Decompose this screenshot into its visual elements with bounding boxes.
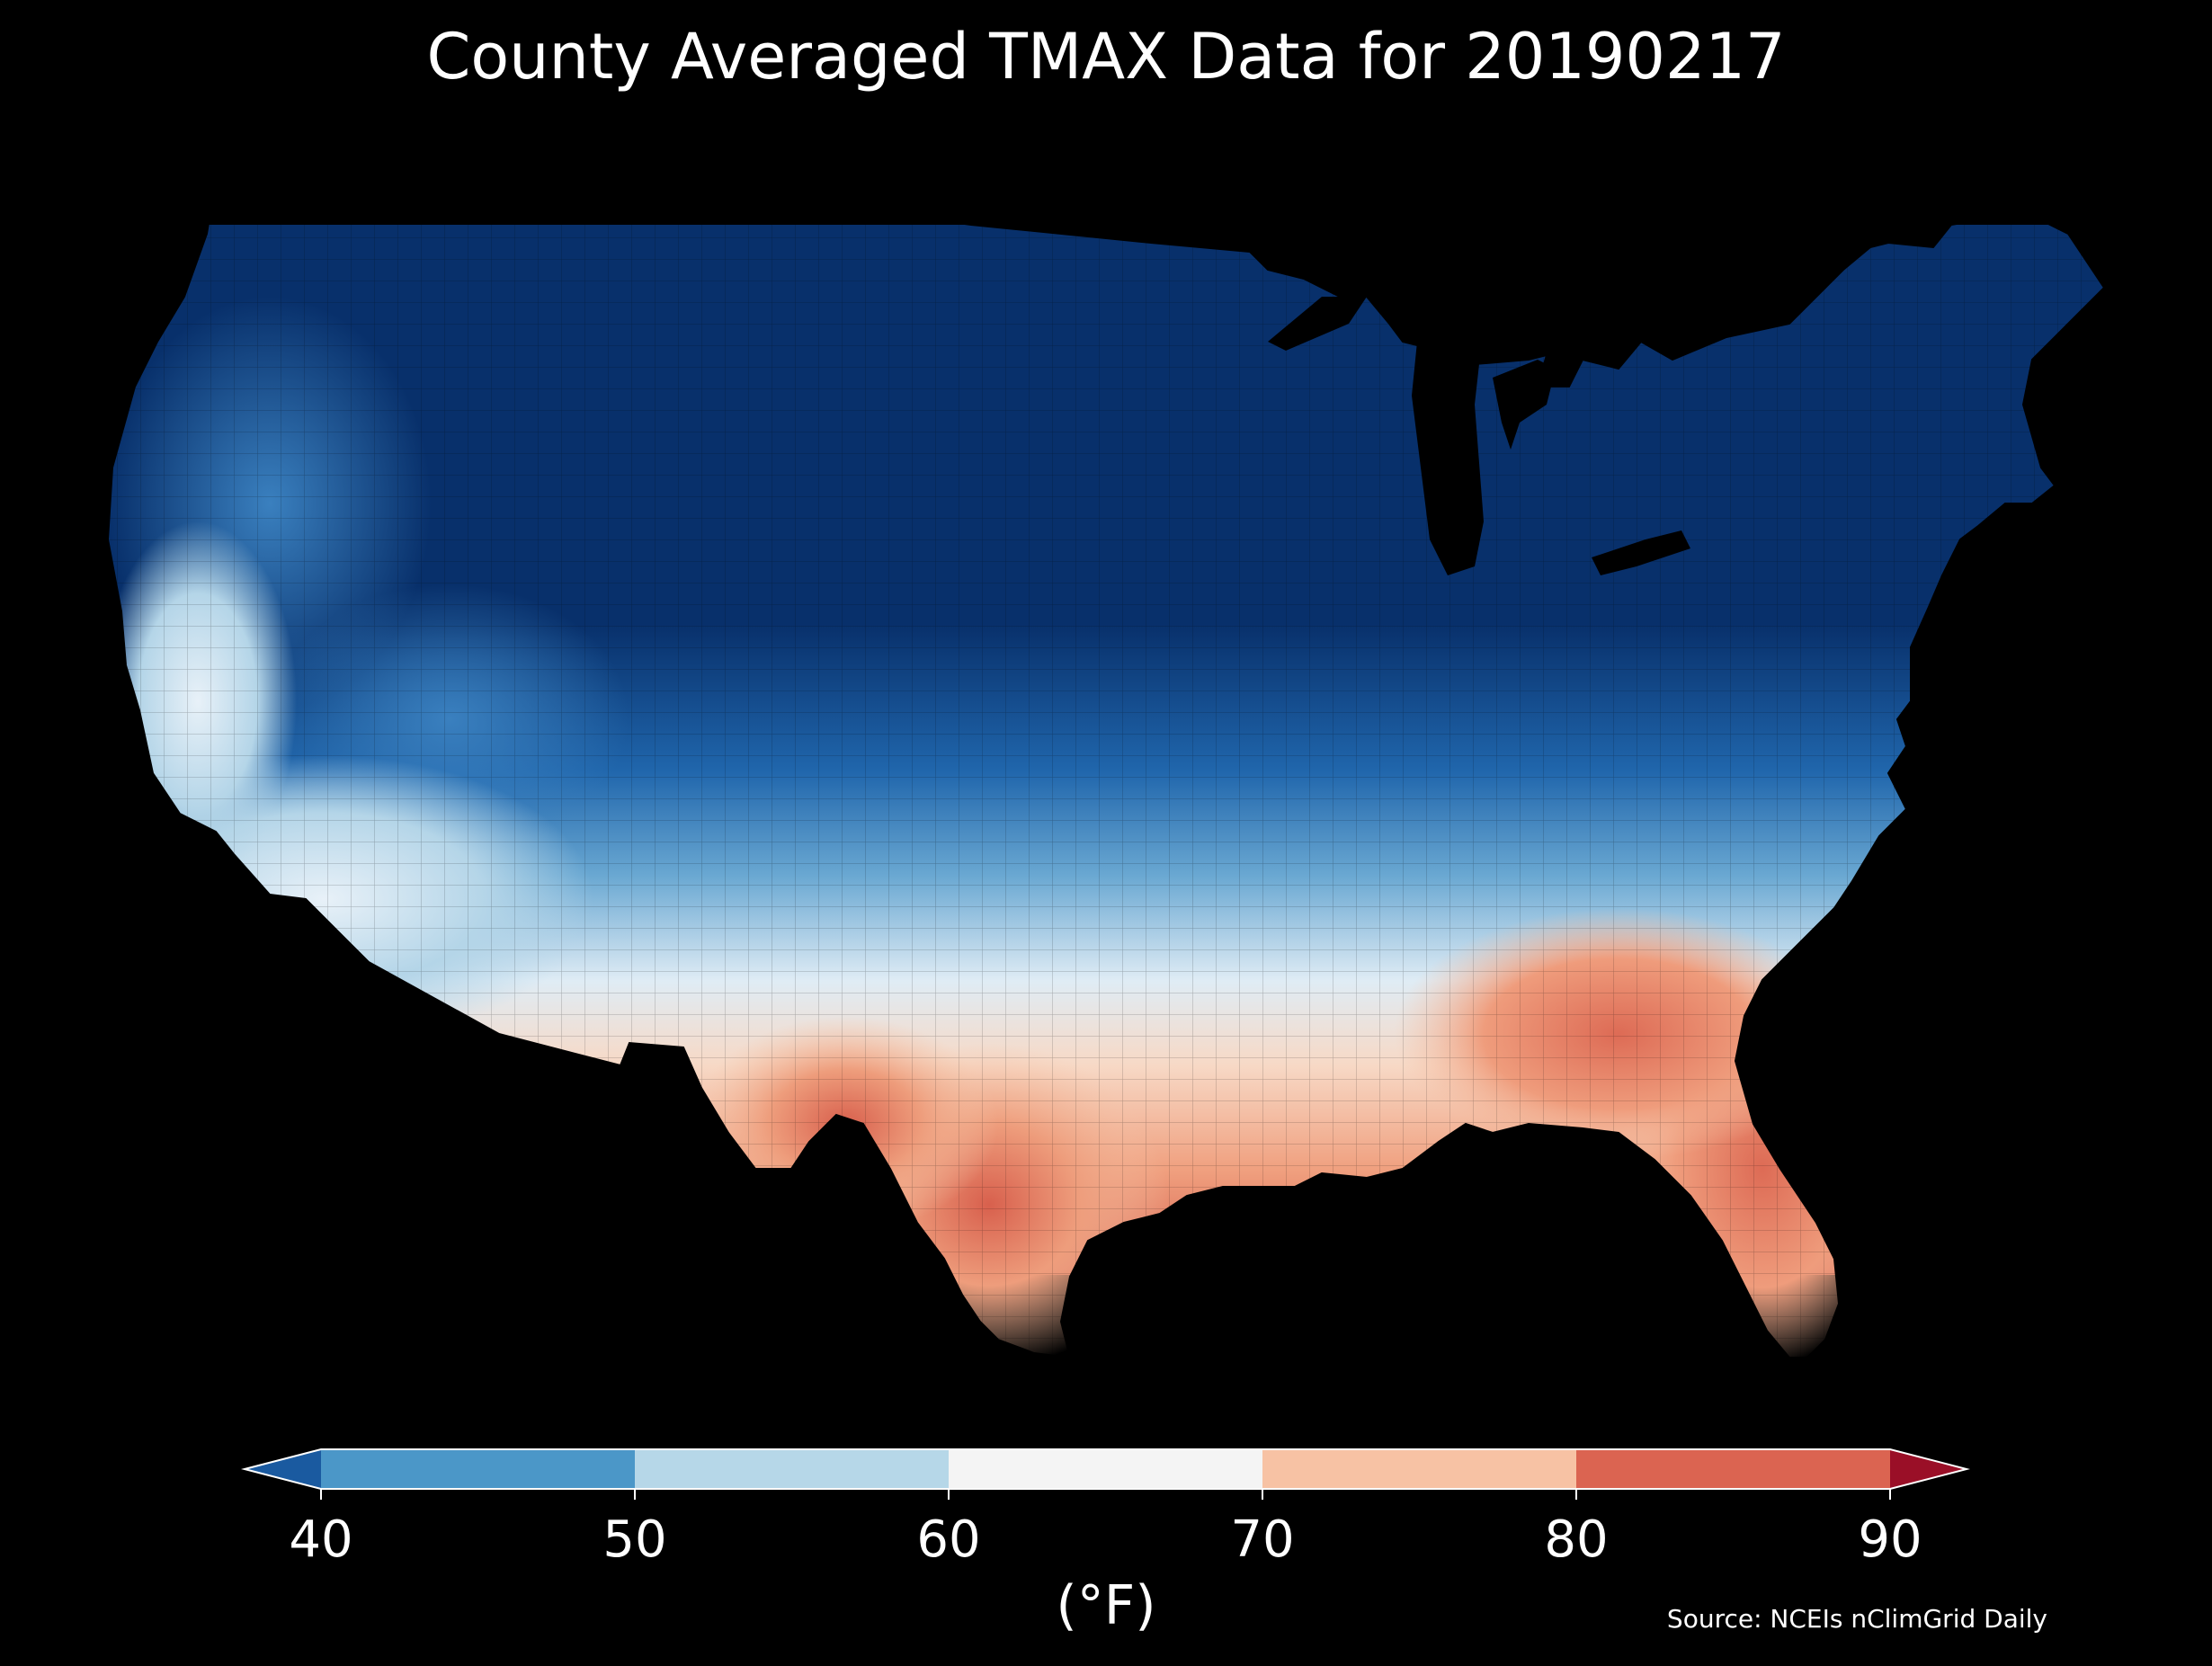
colorbar-tick-label: 40 — [289, 1510, 353, 1569]
colorbar-tick-label: 50 — [602, 1510, 667, 1569]
colorbar — [241, 1448, 1970, 1500]
colorbar-tick-label: 60 — [916, 1510, 981, 1569]
colorbar-unit-label: (°F) — [1056, 1574, 1156, 1637]
colorbar-bin — [321, 1449, 635, 1489]
colorbar-bin — [1262, 1449, 1576, 1489]
colorbar-bin — [635, 1449, 949, 1489]
colorbar-tick-label: 80 — [1544, 1510, 1609, 1569]
colorbar-extend-high — [1890, 1449, 1967, 1489]
colorbar-tick-label: 70 — [1230, 1510, 1295, 1569]
source-credit: Source: NCEIs nClimGrid Daily — [1666, 1604, 2047, 1634]
colorbar-extend-low — [245, 1449, 321, 1489]
colorbar-bin — [949, 1449, 1262, 1489]
county-map-layer — [108, 124, 2104, 1358]
map-title: County Averaged TMAX Data for 20190217 — [426, 20, 1786, 94]
colorbar-bin — [1576, 1449, 1890, 1489]
colorbar-tick-label: 90 — [1858, 1510, 1922, 1569]
